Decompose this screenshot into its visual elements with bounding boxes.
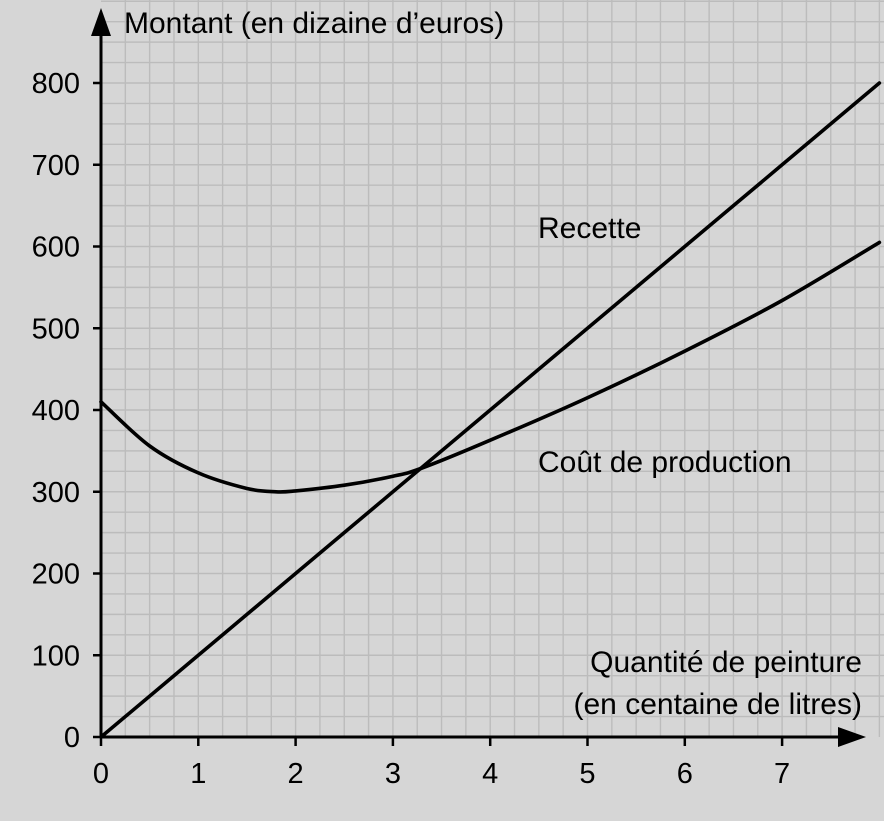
- y-tick-label: 600: [32, 232, 80, 264]
- axes: [91, 8, 866, 747]
- x-axis-arrow: [838, 727, 866, 747]
- y-axis-title: Montant (en dizaine d’euros): [124, 7, 504, 40]
- x-axis-title-line-2: (en centaine de litres): [574, 688, 863, 721]
- grid: [101, 0, 884, 737]
- x-tick-label: 7: [774, 758, 790, 790]
- x-axis-title-line-1: Quantité de peinture: [590, 646, 862, 679]
- x-tick-label: 4: [482, 758, 498, 790]
- ticks: 0 1 2 3 4 5 6 7 0 100 200 300 400 500 600 700 800: [32, 68, 791, 790]
- y-tick-label: 100: [32, 640, 80, 672]
- series-group: [99, 81, 882, 739]
- x-tick-label: 6: [677, 758, 693, 790]
- series-label-recette: Recette: [538, 212, 641, 245]
- y-tick-label: 300: [32, 477, 80, 509]
- y-tick-label: 800: [32, 68, 80, 100]
- x-tick-label: 2: [288, 758, 304, 790]
- y-tick-label: 500: [32, 313, 80, 345]
- y-tick-label: 700: [32, 150, 80, 182]
- series-line-recette: [99, 81, 882, 739]
- y-tick-label: 400: [32, 395, 80, 427]
- y-tick-label: 0: [64, 722, 80, 754]
- x-tick-label: 5: [579, 758, 595, 790]
- y-tick-label: 200: [32, 559, 80, 591]
- x-tick-label: 1: [190, 758, 206, 790]
- x-tick-label: 3: [385, 758, 401, 790]
- series-line-cout-de-production: [99, 240, 882, 494]
- x-tick-label: 0: [93, 758, 109, 790]
- series-label-cout-de-production: Coût de production: [538, 446, 792, 479]
- y-axis-arrow: [91, 8, 111, 36]
